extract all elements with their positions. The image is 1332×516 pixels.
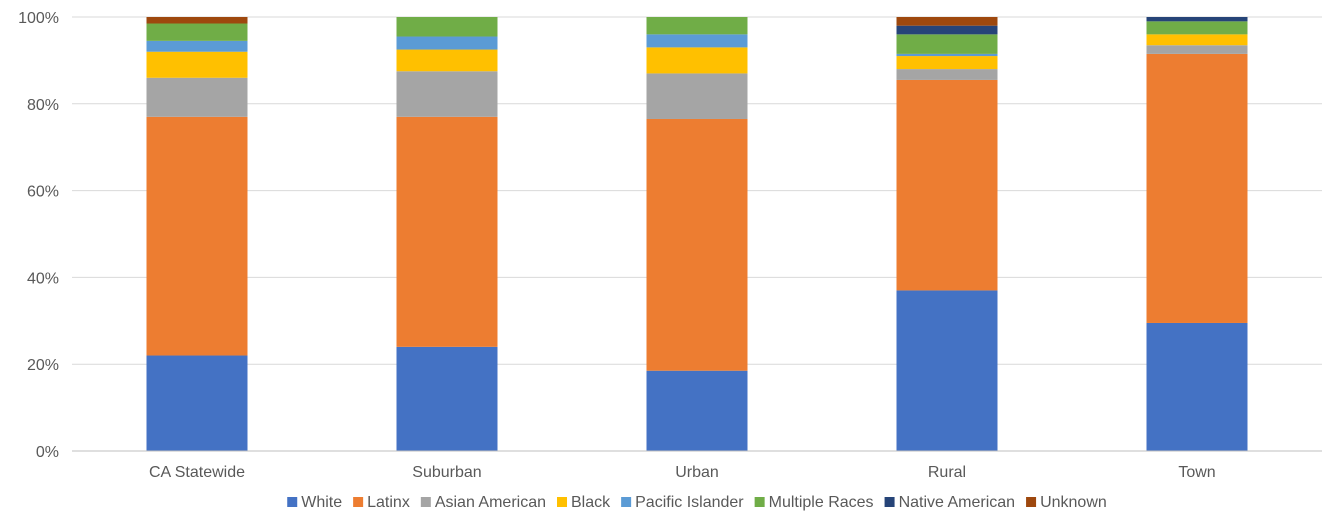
x-category-label: Urban <box>675 464 719 481</box>
legend: White Latinx Asian American Black Pacific Is… <box>287 494 1107 511</box>
bar-segment-latinx <box>396 116 498 347</box>
bar-segment-pacific-islander <box>396 36 498 50</box>
bar-segment-black <box>146 51 248 78</box>
bar-segment-white <box>646 370 748 451</box>
bar-segment-black <box>646 47 748 74</box>
y-tick-label: 20% <box>27 357 59 374</box>
legend-label: Unknown <box>1040 494 1107 511</box>
legend-swatch <box>557 497 568 507</box>
legend-label: Native American <box>899 494 1016 511</box>
bar-segment-asian-american <box>896 69 998 80</box>
y-tick-label: 100% <box>18 10 59 27</box>
legend-label: Asian American <box>435 494 546 511</box>
legend-swatch <box>353 497 364 507</box>
y-tick-label: 0% <box>36 444 59 461</box>
y-tick-label: 60% <box>27 184 59 201</box>
bar-segment-latinx <box>146 116 248 356</box>
x-category-label: Rural <box>928 464 966 481</box>
bar-segment-asian-american <box>146 77 248 117</box>
bar-segment-multiple-races <box>1146 21 1248 35</box>
bar-segment-white <box>396 346 498 451</box>
legend-swatch <box>621 497 632 507</box>
x-category-label: Town <box>1178 464 1215 481</box>
bar-segment-black <box>896 56 998 70</box>
legend-swatch <box>420 497 431 507</box>
bar-segment-latinx <box>1146 53 1248 323</box>
bar-segment-white <box>146 355 248 451</box>
bar-segment-multiple-races <box>146 23 248 41</box>
bar-segment-pacific-islander <box>896 53 998 57</box>
legend-label: White <box>301 494 342 511</box>
bars <box>146 17 1248 451</box>
bar-segment-multiple-races <box>396 17 498 37</box>
legend-swatch <box>754 497 765 507</box>
y-tick-label: 40% <box>27 270 59 287</box>
bar-segment-white <box>1146 322 1248 451</box>
bar-segment-multiple-races <box>896 34 998 54</box>
legend-swatch <box>1026 497 1037 507</box>
bar-segment-asian-american <box>1146 45 1248 54</box>
bar-segment-pacific-islander <box>646 34 748 48</box>
legend-swatch <box>884 497 895 507</box>
bar-segment-latinx <box>646 118 748 371</box>
bar-segment-asian-american <box>396 71 498 117</box>
legend-label: Latinx <box>367 494 410 511</box>
x-category-label: CA Statewide <box>149 464 245 481</box>
x-category-label: Suburban <box>412 464 481 481</box>
bar-segment-native-american <box>896 25 998 35</box>
legend-swatch <box>287 497 298 507</box>
bar-segment-unknown <box>896 17 998 26</box>
bar-segment-white <box>896 290 998 451</box>
legend-label: Pacific Islander <box>635 494 744 511</box>
legend-label: Multiple Races <box>769 494 874 511</box>
axes: 0% 20% 40% 60% 80% 100% CA Statewide Suburban Ur… <box>18 10 1322 481</box>
bar-segment-asian-american <box>646 73 748 119</box>
bar-segment-unknown <box>146 17 248 24</box>
bar-segment-black <box>396 49 498 72</box>
y-tick-label: 80% <box>27 97 59 114</box>
bar-segment-multiple-races <box>646 17 748 35</box>
bar-segment-pacific-islander <box>146 40 248 52</box>
legend-label: Black <box>571 494 611 511</box>
bar-segment-latinx <box>896 79 998 291</box>
bar-segment-black <box>1146 34 1248 46</box>
bar-segment-native-american <box>1146 17 1248 22</box>
